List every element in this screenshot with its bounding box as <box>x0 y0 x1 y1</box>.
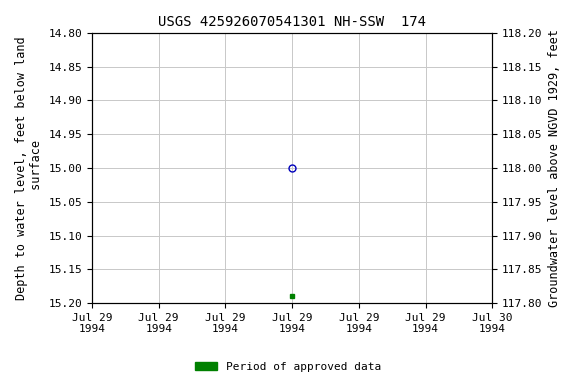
Title: USGS 425926070541301 NH-SSW  174: USGS 425926070541301 NH-SSW 174 <box>158 15 426 29</box>
Legend: Period of approved data: Period of approved data <box>191 358 385 377</box>
Y-axis label: Depth to water level, feet below land
 surface: Depth to water level, feet below land su… <box>15 36 43 300</box>
Y-axis label: Groundwater level above NGVD 1929, feet: Groundwater level above NGVD 1929, feet <box>548 29 561 307</box>
